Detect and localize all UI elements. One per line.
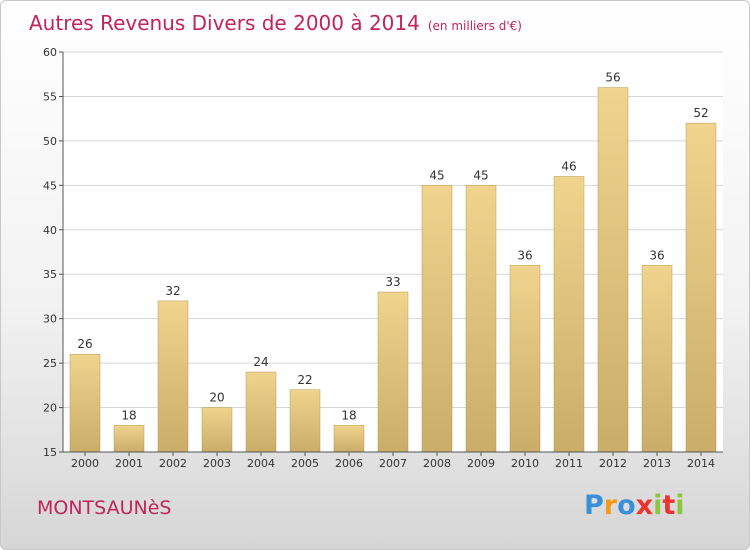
- x-tick-label: 2014: [687, 457, 715, 470]
- value-label: 20: [209, 391, 224, 405]
- bar-2006: [333, 425, 365, 453]
- value-label: 18: [341, 408, 356, 422]
- x-tick-label: 2009: [467, 457, 495, 470]
- logo-letter: x: [635, 490, 654, 521]
- x-tick-label: 2006: [335, 457, 363, 470]
- x-tick-label: 2008: [423, 457, 451, 470]
- bar-2012: [597, 87, 629, 453]
- bar-2008: [421, 185, 453, 453]
- bar-2001: [113, 425, 145, 453]
- proxiti-logo: Proxiti: [584, 490, 685, 521]
- logo-letter: P: [584, 490, 604, 521]
- y-tick-label: 55: [43, 90, 57, 103]
- y-tick-label: 60: [43, 46, 57, 59]
- city-name: MONTSAUNèS: [37, 497, 172, 519]
- bar-2002: [157, 300, 189, 453]
- x-tick-label: 2002: [159, 457, 187, 470]
- bar-2005: [289, 389, 321, 453]
- value-label: 33: [385, 275, 400, 289]
- bar-2000: [69, 353, 101, 453]
- y-tick-label: 15: [43, 446, 57, 459]
- x-tick-label: 2010: [511, 457, 539, 470]
- y-tick-label: 45: [43, 179, 57, 192]
- bar-2007: [377, 291, 409, 453]
- value-label: 46: [561, 159, 576, 173]
- logo-letter: i: [675, 490, 685, 521]
- y-tick-label: 25: [43, 357, 57, 370]
- y-tick-label: 20: [43, 402, 57, 415]
- logo-letter: r: [603, 490, 618, 521]
- value-label: 36: [517, 248, 532, 262]
- bar-2003: [201, 407, 233, 453]
- logo-letter: o: [617, 490, 636, 521]
- value-label: 45: [429, 168, 444, 182]
- value-label: 56: [605, 71, 620, 85]
- logo-letter: t: [662, 490, 676, 521]
- chart-title: Autres Revenus Divers de 2000 à 2014 (en …: [29, 11, 522, 35]
- x-tick-label: 2013: [643, 457, 671, 470]
- x-tick-label: 2005: [291, 457, 319, 470]
- bar-2010: [509, 265, 541, 453]
- x-tick-label: 2003: [203, 457, 231, 470]
- value-label: 24: [253, 355, 268, 369]
- value-label: 22: [297, 373, 312, 387]
- y-tick-label: 35: [43, 268, 57, 281]
- x-tick-label: 2007: [379, 457, 407, 470]
- bar-2013: [641, 265, 673, 453]
- value-label: 18: [121, 408, 136, 422]
- x-tick-label: 2011: [555, 457, 583, 470]
- x-tick-label: 2004: [247, 457, 275, 470]
- x-tick-label: 2001: [115, 457, 143, 470]
- value-label: 32: [165, 284, 180, 298]
- value-label: 36: [649, 248, 664, 262]
- value-label: 45: [473, 168, 488, 182]
- bar-2014: [685, 122, 717, 453]
- logo-letter: i: [653, 490, 663, 521]
- y-tick-label: 30: [43, 313, 57, 326]
- x-tick-label: 2012: [599, 457, 627, 470]
- x-tick-label: 2000: [71, 457, 99, 470]
- bar-2009: [465, 185, 497, 453]
- y-tick-label: 50: [43, 135, 57, 148]
- chart-subtitle: (en milliers d'€): [427, 19, 522, 33]
- value-label: 52: [693, 106, 708, 120]
- value-label: 26: [77, 337, 92, 351]
- bar-2011: [553, 176, 585, 453]
- bar-2004: [245, 371, 277, 453]
- y-tick-label: 40: [43, 224, 57, 237]
